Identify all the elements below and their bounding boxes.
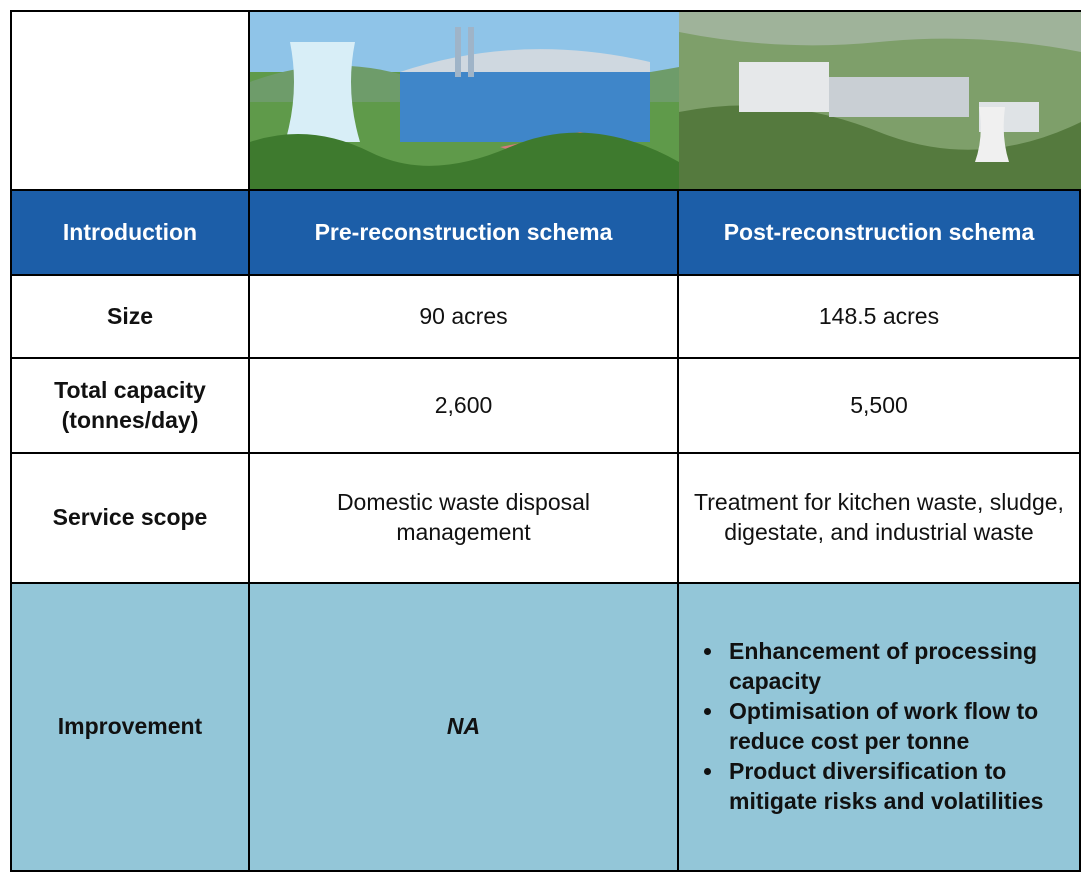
header-cell: Introduction: [10, 189, 250, 276]
row-label: Service scope: [10, 452, 250, 584]
row-label: Improvement: [10, 582, 250, 872]
header-cell: Pre-reconstruction schema: [248, 189, 679, 276]
header-cell: Post-reconstruction schema: [677, 189, 1081, 276]
cell: 148.5 acres: [677, 274, 1081, 359]
row: Improvement NA Enhancement of processing…: [10, 582, 1081, 872]
cell: 5,500: [677, 357, 1081, 454]
bullet-list: Enhancement of processing capacityOptimi…: [687, 637, 1071, 816]
header-row: Introduction Pre-reconstruction schema P…: [10, 189, 1081, 276]
empty-cell: [10, 10, 250, 191]
row: Service scope Domestic waste disposal ma…: [10, 452, 1081, 584]
plant-photo-pre: [250, 12, 679, 189]
row-label: Size: [10, 274, 250, 359]
bullet-item: Product diversification to mitigate risk…: [725, 757, 1071, 817]
image-row: [10, 10, 1081, 191]
cell: Enhancement of processing capacityOptimi…: [677, 582, 1081, 872]
cell: Treatment for kitchen waste, sludge, dig…: [677, 452, 1081, 584]
comparison-table: Introduction Pre-reconstruction schema P…: [10, 10, 1081, 872]
row-label: Total capacity (tonnes/day): [10, 357, 250, 454]
cell: NA: [248, 582, 679, 872]
plant-photo-post: [679, 12, 1081, 189]
bullet-item: Optimisation of work flow to reduce cost…: [725, 697, 1071, 757]
cell: 90 acres: [248, 274, 679, 359]
cell: Domestic waste disposal management: [248, 452, 679, 584]
row: Total capacity (tonnes/day) 2,600 5,500: [10, 357, 1081, 454]
image-cell: [248, 10, 679, 191]
bullet-item: Enhancement of processing capacity: [725, 637, 1071, 697]
row: Size 90 acres 148.5 acres: [10, 274, 1081, 359]
cell: 2,600: [248, 357, 679, 454]
image-cell: [677, 10, 1081, 191]
